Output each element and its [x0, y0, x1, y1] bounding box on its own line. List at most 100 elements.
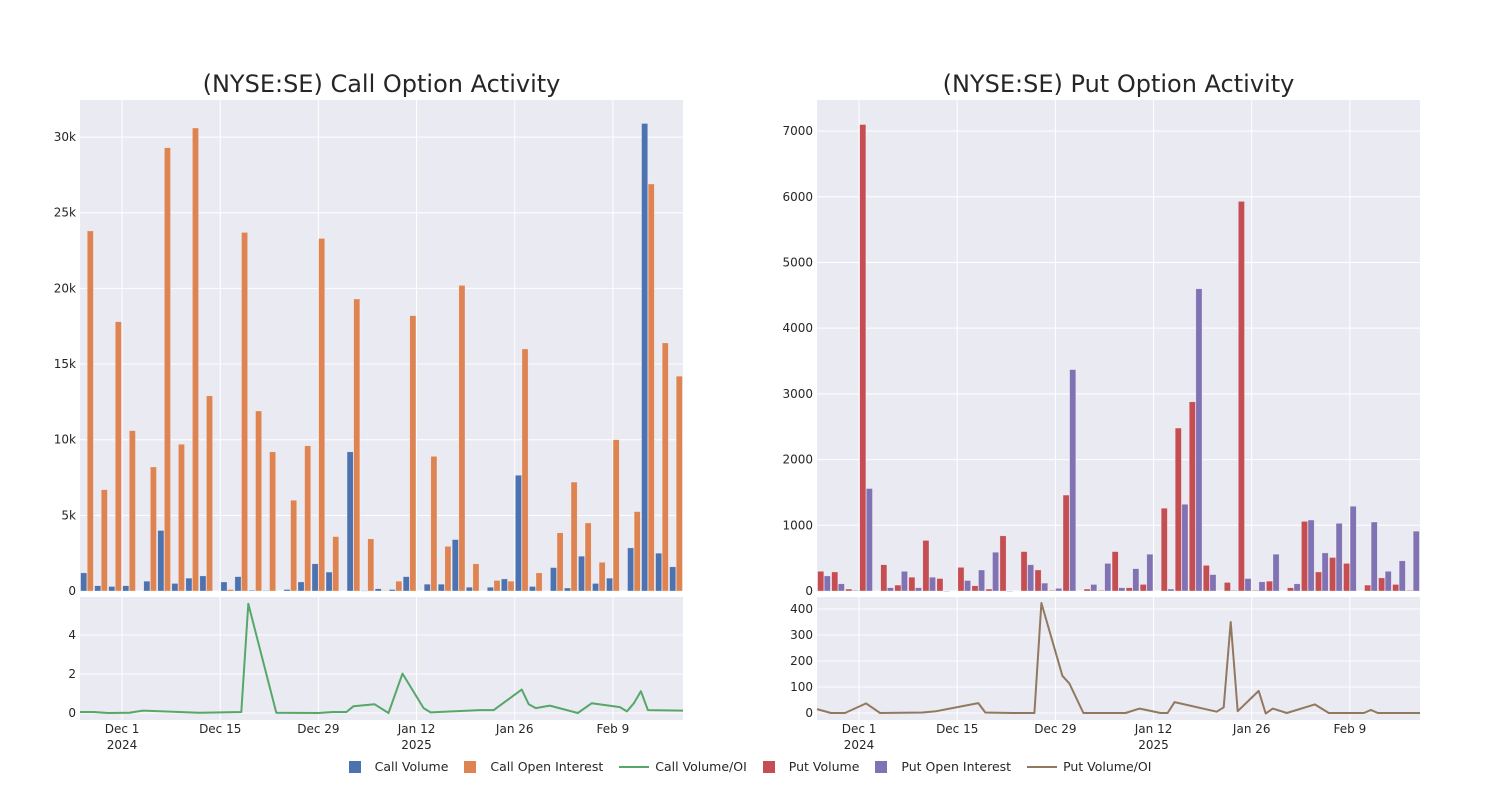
- bar-put-open-interest: [1335, 523, 1343, 592]
- bar-call-open-interest: [598, 561, 606, 592]
- bar-call-open-interest: [86, 230, 94, 592]
- bar-put-volume: [1406, 590, 1414, 592]
- bar-put-volume: [1083, 588, 1091, 592]
- bar-put-volume: [922, 540, 930, 592]
- x-tick-label: Dec 29: [1034, 722, 1076, 736]
- legend-line: [619, 765, 650, 768]
- bar-put-open-interest: [1272, 553, 1280, 592]
- line-call-volume-oi: [80, 602, 684, 714]
- bar-put-volume: [957, 567, 965, 592]
- bar-call-open-interest: [507, 580, 515, 592]
- bar-put-volume: [1343, 563, 1350, 592]
- bar-put-volume: [1174, 427, 1182, 592]
- bar-put-open-interest: [943, 590, 950, 592]
- legend-label: Put Open Interest: [901, 759, 1012, 774]
- bar-put-volume: [859, 124, 867, 592]
- legend-swatch: [464, 760, 477, 773]
- bar-put-volume: [1160, 507, 1168, 592]
- bar-put-volume: [1202, 565, 1210, 592]
- bar-call-volume: [94, 585, 102, 592]
- bar-call-volume: [220, 581, 228, 592]
- bar-call-volume: [501, 578, 508, 592]
- bar-put-volume: [1111, 551, 1119, 592]
- y-tick-label: 4: [68, 628, 76, 642]
- bar-call-open-interest: [647, 183, 655, 592]
- bar-put-volume: [1329, 557, 1336, 592]
- bar-put-volume: [1315, 571, 1322, 592]
- bar-call-volume: [108, 586, 116, 592]
- bar-put-volume: [1301, 521, 1308, 592]
- y-tick-label: 25k: [54, 206, 76, 220]
- bar-call-open-interest: [570, 481, 578, 592]
- x-tick-label: Jan 26: [1232, 722, 1271, 736]
- legend-swatch: [348, 760, 361, 773]
- y-tick-label: 0: [68, 706, 76, 720]
- bar-put-open-interest: [964, 580, 971, 592]
- x-tick-label: Feb 9: [597, 722, 630, 736]
- legend-item-put-volume-oi: Put Volume/OI: [1027, 759, 1151, 774]
- y-tick-label: 2: [68, 667, 76, 681]
- bar-put-volume: [1062, 494, 1070, 592]
- bar-put-open-interest: [1349, 505, 1357, 592]
- x-tick-label: Dec 15: [936, 722, 978, 736]
- bar-call-open-interest: [241, 232, 248, 592]
- y-tick-label: 2000: [782, 453, 813, 467]
- lower-plot-area: [817, 597, 1420, 720]
- bar-put-volume: [1364, 584, 1372, 592]
- bar-put-open-interest: [1027, 564, 1035, 592]
- bar-call-open-interest: [381, 590, 389, 592]
- y-tick-label: 30k: [54, 130, 76, 144]
- bar-put-volume: [1266, 580, 1273, 592]
- bar-put-volume: [985, 588, 993, 592]
- y-tick-label: 0: [805, 584, 813, 598]
- bar-put-open-interest: [1090, 584, 1098, 592]
- x-tick-label: Dec 29: [297, 722, 339, 736]
- bar-call-volume: [248, 589, 256, 592]
- bar-call-open-interest: [612, 439, 620, 592]
- bar-put-open-interest: [1384, 570, 1392, 592]
- legend-label: Call Volume/OI: [655, 759, 747, 774]
- legend-item-call-volume: Call Volume: [348, 759, 448, 774]
- legend-item-put-volume: Put Volume: [762, 759, 859, 774]
- legend-line: [1027, 765, 1058, 768]
- bar-call-volume: [283, 589, 291, 592]
- bar-call-volume: [374, 588, 382, 592]
- bar-put-open-interest: [1181, 503, 1189, 592]
- bar-put-open-interest: [823, 575, 831, 592]
- bar-call-volume: [423, 583, 431, 592]
- bar-put-volume: [1125, 587, 1133, 592]
- y-tick-label: 6000: [782, 190, 813, 204]
- bar-put-open-interest: [887, 587, 894, 592]
- bar-call-open-interest: [164, 147, 171, 592]
- legend-item-call-volume-oi: Call Volume/OI: [619, 759, 747, 774]
- bar-put-open-interest: [837, 583, 845, 592]
- bar-call-open-interest: [269, 451, 277, 592]
- bar-put-volume: [999, 535, 1007, 592]
- bar-put-open-interest: [1307, 519, 1315, 592]
- bar-call-volume: [451, 539, 459, 592]
- y-tick-label: 10k: [54, 433, 76, 447]
- bar-put-volume: [1188, 401, 1196, 592]
- lower-plot-area: [80, 597, 683, 720]
- bar-put-open-interest: [865, 488, 873, 592]
- bar-call-open-interest: [227, 589, 234, 592]
- bar-call-volume: [578, 555, 585, 592]
- legend-item-call-open-interest: Call Open Interest: [464, 759, 603, 774]
- bar-call-volume: [486, 586, 494, 592]
- bar-call-open-interest: [100, 489, 108, 592]
- bar-call-open-interest: [192, 127, 199, 592]
- bar-call-volume: [465, 586, 473, 592]
- upper-plot-area: [817, 100, 1420, 591]
- y-tick-label: 5k: [61, 508, 76, 522]
- bar-put-volume: [1378, 577, 1386, 592]
- bar-call-volume: [388, 589, 396, 592]
- bar-call-volume: [171, 583, 179, 592]
- bar-put-open-interest: [1398, 560, 1406, 592]
- y-tick-label: 3000: [782, 387, 813, 401]
- bar-call-volume: [627, 547, 635, 592]
- bar-call-volume: [157, 530, 165, 592]
- bar-put-open-interest: [1244, 578, 1252, 592]
- bar-put-volume: [894, 584, 902, 592]
- bar-call-volume: [122, 585, 130, 592]
